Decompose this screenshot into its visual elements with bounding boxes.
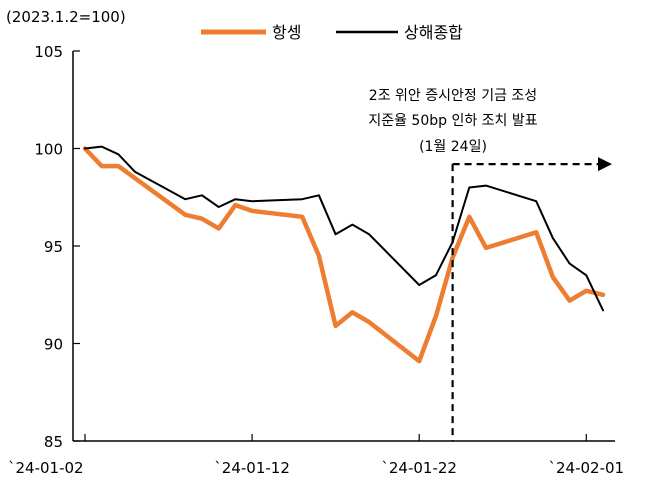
x-tick-label: `24-02-01 — [548, 459, 624, 477]
series-line-hangseng — [82, 146, 606, 364]
y-tick-label: 85 — [44, 433, 63, 451]
y-tick-label: 95 — [44, 238, 63, 256]
x-axis: `24-01-02 `24-01-12 `24-01-22 `24-02-01 — [8, 434, 624, 477]
annotation-line-3: (1월 24일) — [419, 139, 487, 155]
annotation-line-1: 2조 위안 증시안정 기금 조성 — [369, 88, 537, 104]
x-tick-label: `24-01-12 — [214, 459, 290, 477]
unit-label: (2023.1.2=100) — [6, 8, 126, 26]
legend-label-shanghai: 상해종합 — [404, 23, 463, 42]
legend: 항셍 상해종합 — [201, 23, 463, 42]
series-layer — [82, 145, 606, 364]
annotation: 2조 위안 증시안정 기금 조성 지준율 50bp 인하 조치 발표 (1월 2… — [368, 88, 612, 441]
series-line-shanghai — [84, 145, 604, 312]
y-tick-label: 100 — [34, 141, 63, 159]
annotation-line-2: 지준율 50bp 인하 조치 발표 — [368, 113, 537, 129]
y-axis: 85 90 95 100 105 — [34, 43, 80, 451]
annotation-arrow-head — [598, 157, 612, 172]
x-tick-label: `24-01-02 — [8, 459, 84, 477]
legend-label-hangseng: 항셍 — [272, 23, 301, 42]
x-tick-label: `24-01-22 — [381, 459, 457, 477]
y-tick-label: 105 — [34, 43, 63, 61]
y-tick-label: 90 — [44, 336, 63, 354]
